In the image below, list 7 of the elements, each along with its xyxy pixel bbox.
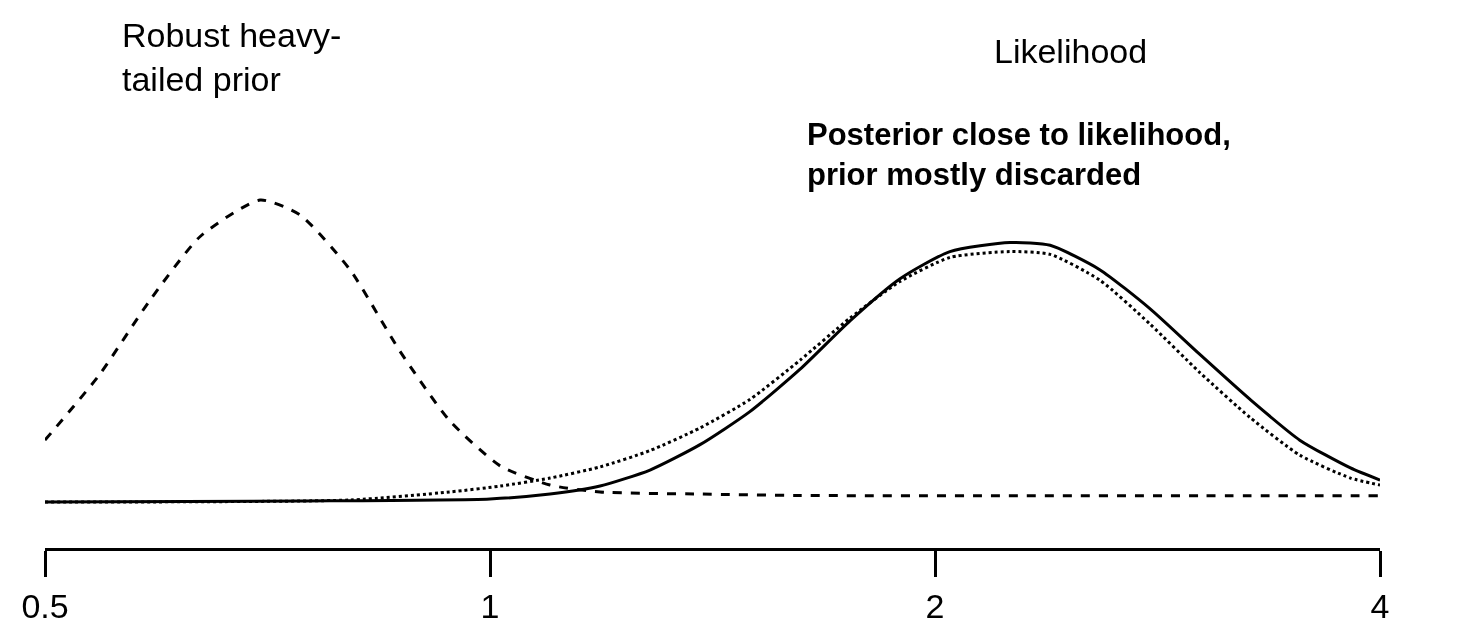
text: Likelihood [994, 32, 1148, 70]
x-tick-label: 1 [480, 586, 500, 625]
x-tick-label: 4 [1370, 586, 1390, 625]
x-tick-label: 2 [925, 586, 945, 625]
text: Robust heavy- tailed prior [122, 16, 342, 99]
x-tick-label: 0.5 [21, 586, 69, 625]
text: Posterior close to likelihood, prior mostly discarded [807, 117, 1231, 193]
